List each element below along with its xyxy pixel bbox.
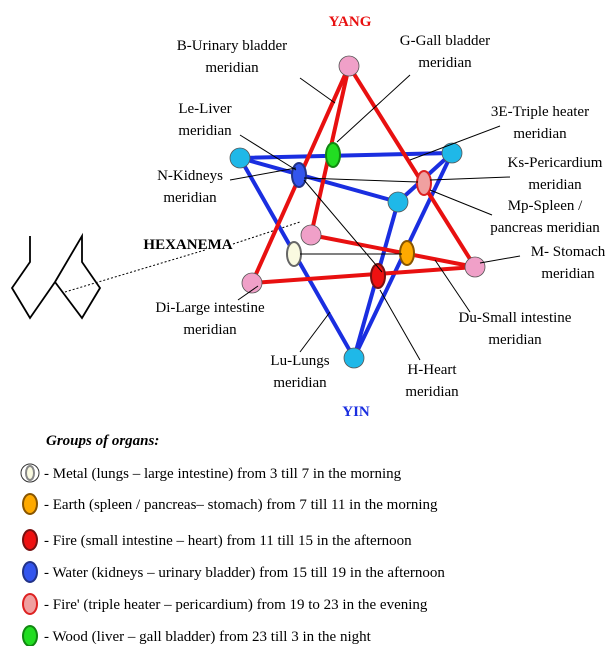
- meridian-label: G-Gall bladder: [400, 33, 490, 49]
- pointer: [232, 221, 301, 245]
- meridian-label: meridian: [418, 55, 472, 71]
- legend-icons: [20, 463, 40, 646]
- meridian-label: Le-Liver: [178, 101, 231, 117]
- pointer-lines: [229, 74, 521, 361]
- legend-item: - Metal (lungs – large intestine) from 3…: [44, 466, 402, 482]
- meridian-label: meridian: [528, 177, 582, 193]
- vertices: [229, 55, 486, 369]
- legend-title: Groups of organs:: [46, 433, 159, 449]
- meridian-label: N-Kidneys: [157, 168, 223, 184]
- yang-label: YANG: [329, 14, 372, 30]
- meridian-label: meridian: [488, 332, 542, 348]
- meridian-label: meridian: [513, 126, 567, 142]
- meridian-label: pancreas meridian: [490, 220, 600, 236]
- meridian-label: M- Stomach: [531, 244, 606, 260]
- organ-ovals: [286, 142, 432, 289]
- meridian-label: Lu-Lungs: [270, 353, 329, 369]
- meridian-label: Di-Large intestine: [155, 300, 265, 316]
- pointer: [64, 249, 206, 293]
- hexanema-sketch: [10, 232, 102, 320]
- meridian-label: meridian: [205, 60, 259, 76]
- meridian-label: meridian: [178, 123, 232, 139]
- legend-item: - Earth (spleen / pancreas– stomach) fro…: [44, 497, 438, 513]
- meridian-label: H-Heart: [407, 362, 457, 378]
- meridian-label: Mp-Spleen /: [508, 198, 583, 214]
- legend-item: - Wood (liver – gall bladder) from 23 ti…: [44, 629, 372, 645]
- meridian-label: meridian: [183, 322, 237, 338]
- yin-label: YIN: [342, 404, 370, 420]
- meridian-label: meridian: [273, 375, 327, 391]
- meridian-label: meridian: [405, 384, 459, 400]
- legend-item: - Fire' (triple heater – pericardium) fr…: [44, 597, 428, 613]
- meridian-label: meridian: [541, 266, 595, 282]
- legend-item: - Water (kidneys – urinary bladder) from…: [44, 565, 445, 581]
- meridian-label: Du-Small intestine: [459, 310, 572, 326]
- meridian-label: Ks-Pericardium: [508, 155, 603, 171]
- meridian-label: B-Urinary bladder: [177, 38, 287, 54]
- legend-item: - Fire (small intestine – heart) from 11…: [44, 533, 412, 549]
- hexanema-label: HEXANEMA: [143, 237, 232, 253]
- meridian-label: meridian: [163, 190, 217, 206]
- meridian-label: 3E-Triple heater: [491, 104, 589, 120]
